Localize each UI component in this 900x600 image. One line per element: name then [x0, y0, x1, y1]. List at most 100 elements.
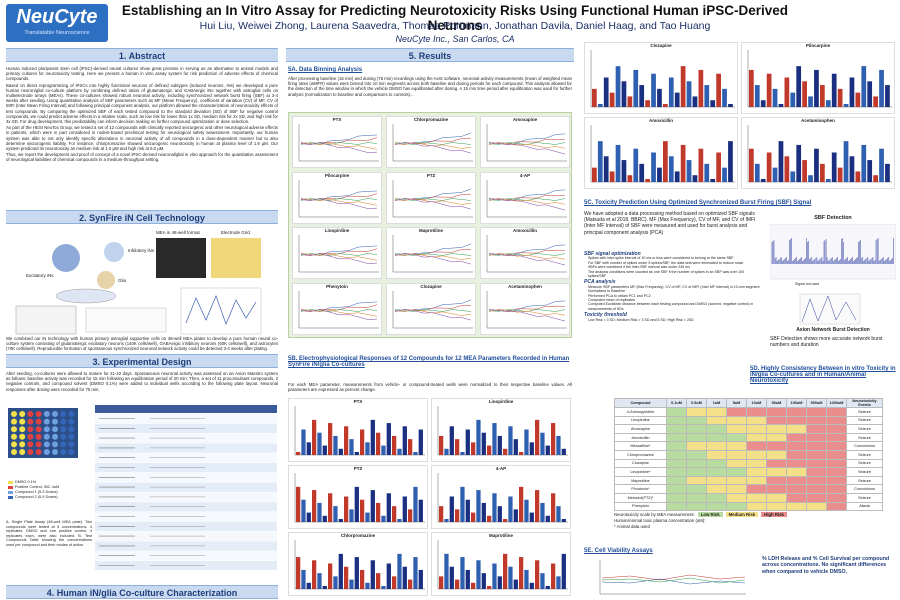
panel-title: 4-AP: [495, 466, 507, 471]
line: [394, 253, 472, 265]
risk-cell: [666, 415, 687, 426]
shape: [556, 435, 561, 455]
risk-cell: [706, 432, 727, 443]
shape: [397, 448, 402, 455]
legend-item: Compound 1 (5-9 Doses): [8, 490, 88, 494]
risk-cell: [686, 449, 707, 460]
line: [300, 142, 378, 145]
table-cell: Seizure: [846, 458, 883, 469]
shape: [861, 66, 867, 107]
risk-cell: [726, 492, 747, 503]
table-cell: Seizure: [846, 432, 883, 443]
shape: [439, 435, 444, 455]
mini-plot: [392, 124, 473, 162]
legend-level: Medium Risk: [725, 512, 759, 517]
block-title: PCA analysis: [584, 279, 616, 286]
risk-cell: [706, 484, 727, 494]
well: [35, 418, 42, 425]
legend-item: Compound 2 (5-9 Doses): [8, 495, 88, 499]
shape: [535, 419, 540, 455]
table-row: Maprotiline Seizure: [614, 475, 883, 486]
risk-cell: [786, 424, 807, 434]
shape: [784, 77, 790, 107]
shape: [487, 586, 492, 589]
plot-panel: Linopirdine: [431, 398, 571, 462]
risk-cell: [806, 501, 827, 512]
shape: [312, 560, 317, 589]
shape: [778, 104, 784, 107]
legend-text: Neurotoxicity scale by MEA measurement:: [614, 512, 695, 517]
shape: [843, 141, 849, 182]
well: [43, 433, 50, 440]
plot-panel: PTX: [292, 116, 382, 168]
well: [19, 441, 26, 448]
shape: [413, 557, 418, 589]
mini-plot: [298, 235, 379, 273]
table-cell: Amoxapine: [614, 424, 667, 434]
shape: [825, 100, 831, 107]
shape: [392, 435, 397, 455]
shape: [540, 432, 545, 455]
shape: [503, 519, 508, 522]
mini-plot: [747, 50, 892, 108]
shape: [322, 445, 327, 455]
legend-swatch: [8, 485, 13, 489]
table-row: Phenytoin Ataxia: [614, 501, 883, 512]
shape: [540, 573, 545, 589]
table-row: Linopirdine Seizure: [614, 415, 883, 426]
risk-cell: [686, 458, 707, 469]
table-header: Compound: [614, 398, 667, 408]
block-item: The analysis conditions were counted as …: [588, 269, 745, 279]
risk-cell: [666, 501, 687, 512]
shape: [722, 88, 727, 107]
shape: [476, 560, 481, 589]
risk-cell: [686, 467, 707, 477]
shape: [698, 69, 704, 107]
shape: [545, 515, 550, 522]
shape: [621, 81, 627, 107]
shape: [633, 69, 639, 107]
panel-title: PTZ: [426, 172, 436, 178]
table-row: 4-Aminopyridine Seizure: [614, 407, 883, 417]
shape: [402, 426, 407, 455]
shape: [386, 423, 391, 455]
shape: [837, 88, 843, 107]
risk-cell: [726, 441, 747, 451]
table-cell: Convulsions: [846, 441, 883, 451]
shape: [333, 506, 338, 522]
shape: [535, 560, 540, 589]
plot-panel: Clozapine: [386, 282, 476, 335]
legend-text: Compound 2 (5-9 Doses): [15, 495, 58, 499]
risk-cell: [806, 475, 827, 486]
shape: [663, 104, 668, 107]
risk-cell: [726, 407, 747, 417]
shape: [716, 152, 721, 182]
shape: [668, 77, 674, 107]
shape: [397, 553, 402, 589]
risk-cell: [826, 475, 847, 486]
well: [35, 426, 42, 433]
line: [300, 308, 378, 312]
panel-title: Maprotiline: [418, 228, 443, 233]
panel-title: Amoxicillin: [512, 228, 537, 233]
table-cell: Convulsions: [846, 484, 883, 494]
mini-plot: [294, 473, 425, 523]
plot-panel: Amoxapine: [480, 116, 570, 168]
mini-plot: [392, 290, 473, 328]
table-header: 1000uM: [826, 398, 847, 408]
line: [394, 253, 472, 260]
block-item: Low Risk < 3 SD; Medium Risk > 3 SD and …: [588, 317, 694, 322]
table-row: Amoxapine Seizure: [614, 424, 883, 434]
figure-label: Electrode Grid: [221, 230, 250, 235]
shape: [873, 96, 878, 107]
subsection-heading: 5E. Cell Viability Assays: [584, 548, 653, 554]
line: [394, 308, 472, 316]
risk-cell: [826, 407, 847, 417]
shape: [365, 582, 370, 589]
plot-panel: PTZ: [386, 171, 476, 224]
shape: [354, 486, 359, 522]
table-cell: Amoxicillin: [614, 432, 667, 443]
shape: [603, 77, 609, 107]
shape: [471, 582, 476, 589]
shape: [349, 509, 354, 522]
